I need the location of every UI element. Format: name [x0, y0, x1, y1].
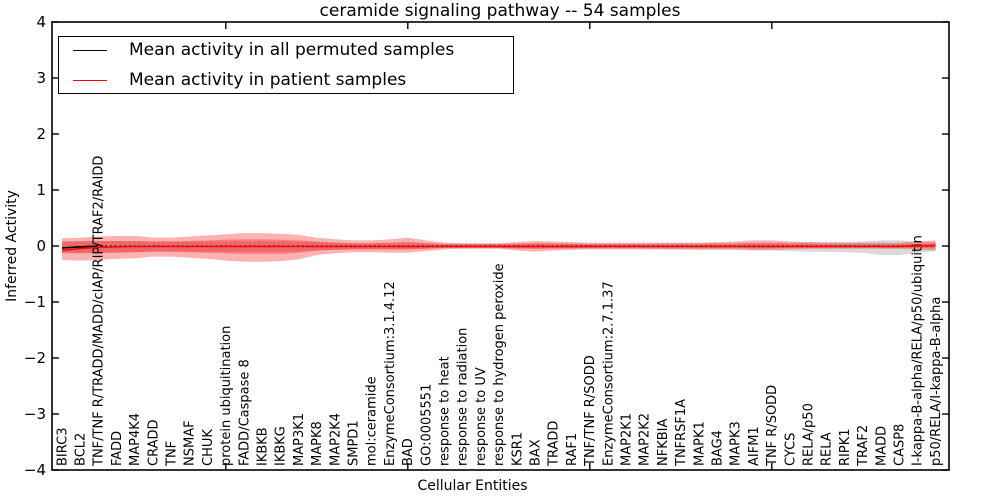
y-tick-label: 2 — [36, 125, 46, 143]
entity-label: RELA — [820, 432, 835, 466]
entity-label: protein ubiquitination — [219, 326, 234, 466]
band-patient-sample-range-outer — [62, 233, 936, 262]
y-tick-label: −4 — [24, 461, 46, 479]
y-tick-label: −2 — [24, 349, 46, 367]
entity-label: IKBKB — [256, 427, 271, 466]
y-tick-label: 4 — [36, 13, 46, 31]
entity-label: MAPK3 — [729, 421, 744, 466]
entity-label: response to hydrogen peroxide — [492, 263, 507, 466]
y-tick-label: −1 — [24, 293, 46, 311]
entity-label: KSR1 — [510, 432, 525, 466]
entity-label: SMPD1 — [347, 420, 362, 466]
legend-entry-permuted: Mean activity in all permuted samples — [59, 38, 513, 62]
entity-label: CHUK — [201, 429, 216, 466]
entity-label: response to heat — [438, 356, 453, 466]
y-tick-label: 0 — [36, 237, 46, 255]
entity-label: IKBKG — [274, 426, 289, 466]
entity-label: FADD — [110, 431, 125, 466]
legend-line-permuted — [73, 49, 107, 51]
entity-label: MAP2K2 — [638, 413, 653, 466]
y-tick-label: −3 — [24, 405, 46, 423]
legend-entry-patient: Mean activity in patient samples — [59, 68, 513, 92]
entity-label: p50/RELA/I-kappa-B-alpha — [929, 297, 944, 466]
entity-label: MAP4K4 — [128, 413, 143, 466]
entity-label: BAG4 — [711, 430, 726, 466]
entity-label: MAP2K4 — [328, 413, 343, 466]
entity-label: MADD — [874, 426, 889, 466]
entity-label: TNF/TNF R/TRADD/MADD/cIAP/RIP/TRAF2/RAID… — [92, 156, 107, 467]
entity-label: TNF/TNF R/SODD — [583, 355, 598, 467]
legend-line-patient — [73, 79, 107, 81]
entity-label: MAPK8 — [310, 421, 325, 466]
entity-label: CASP8 — [893, 424, 908, 466]
entity-label: response to UV — [474, 367, 489, 466]
entity-label: MAPK1 — [692, 421, 707, 466]
entity-label: GO:0005551 — [419, 384, 434, 466]
chart-title: ceramide signaling pathway -- 54 samples — [319, 1, 681, 21]
entity-label: TRADD — [547, 421, 562, 467]
entity-label: RELA/p50 — [802, 403, 817, 466]
entity-label: TNFRSF1A — [674, 399, 689, 467]
entity-label: BCL2 — [74, 433, 89, 466]
legend-label-patient: Mean activity in patient samples — [129, 70, 407, 90]
entity-label: TNF R/SODD — [765, 385, 780, 467]
entity-label: FADD/Caspase 8 — [237, 359, 252, 466]
entity-label: EnzymeConsortium:3.1.4.12 — [383, 281, 398, 466]
entity-label: RIPK1 — [838, 428, 853, 466]
entity-label: NFKBIA — [656, 419, 671, 466]
band-permuted-sample-range — [62, 240, 936, 255]
y-axis-label: Inferred Activity — [4, 190, 20, 302]
entity-label: EnzymeConsortium:2.7.1.37 — [601, 281, 616, 466]
entity-label: MAP3K1 — [292, 413, 307, 466]
series-line-permuted-head — [61, 245, 99, 249]
entity-label: CYCS — [783, 433, 798, 466]
entity-label: BAD — [401, 438, 416, 466]
entity-label: CRADD — [146, 420, 161, 467]
entity-label: mol:ceramide — [365, 376, 380, 466]
entity-label: MAP2K1 — [620, 413, 635, 466]
entity-label: TNF — [165, 441, 180, 467]
entity-label: I-kappa-B-alpha/RELA/p50/ubiquitin — [911, 235, 926, 466]
legend: Mean activity in all permuted samples Me… — [58, 36, 514, 94]
series-line-patient — [61, 244, 936, 252]
entity-label: response to radiation — [456, 328, 471, 466]
y-tick-label: 1 — [36, 181, 46, 199]
entity-label: NSMAF — [183, 420, 198, 466]
entity-label: TRAF2 — [856, 425, 871, 467]
entity-label: RAF1 — [565, 433, 580, 466]
entity-label: AIFM1 — [747, 426, 762, 466]
entity-label: BAX — [529, 439, 544, 466]
entity-label: BIRC3 — [55, 428, 70, 467]
x-axis-label: Cellular Entities — [417, 478, 528, 494]
legend-label-permuted: Mean activity in all permuted samples — [129, 40, 455, 60]
y-tick-label: 3 — [36, 69, 46, 87]
